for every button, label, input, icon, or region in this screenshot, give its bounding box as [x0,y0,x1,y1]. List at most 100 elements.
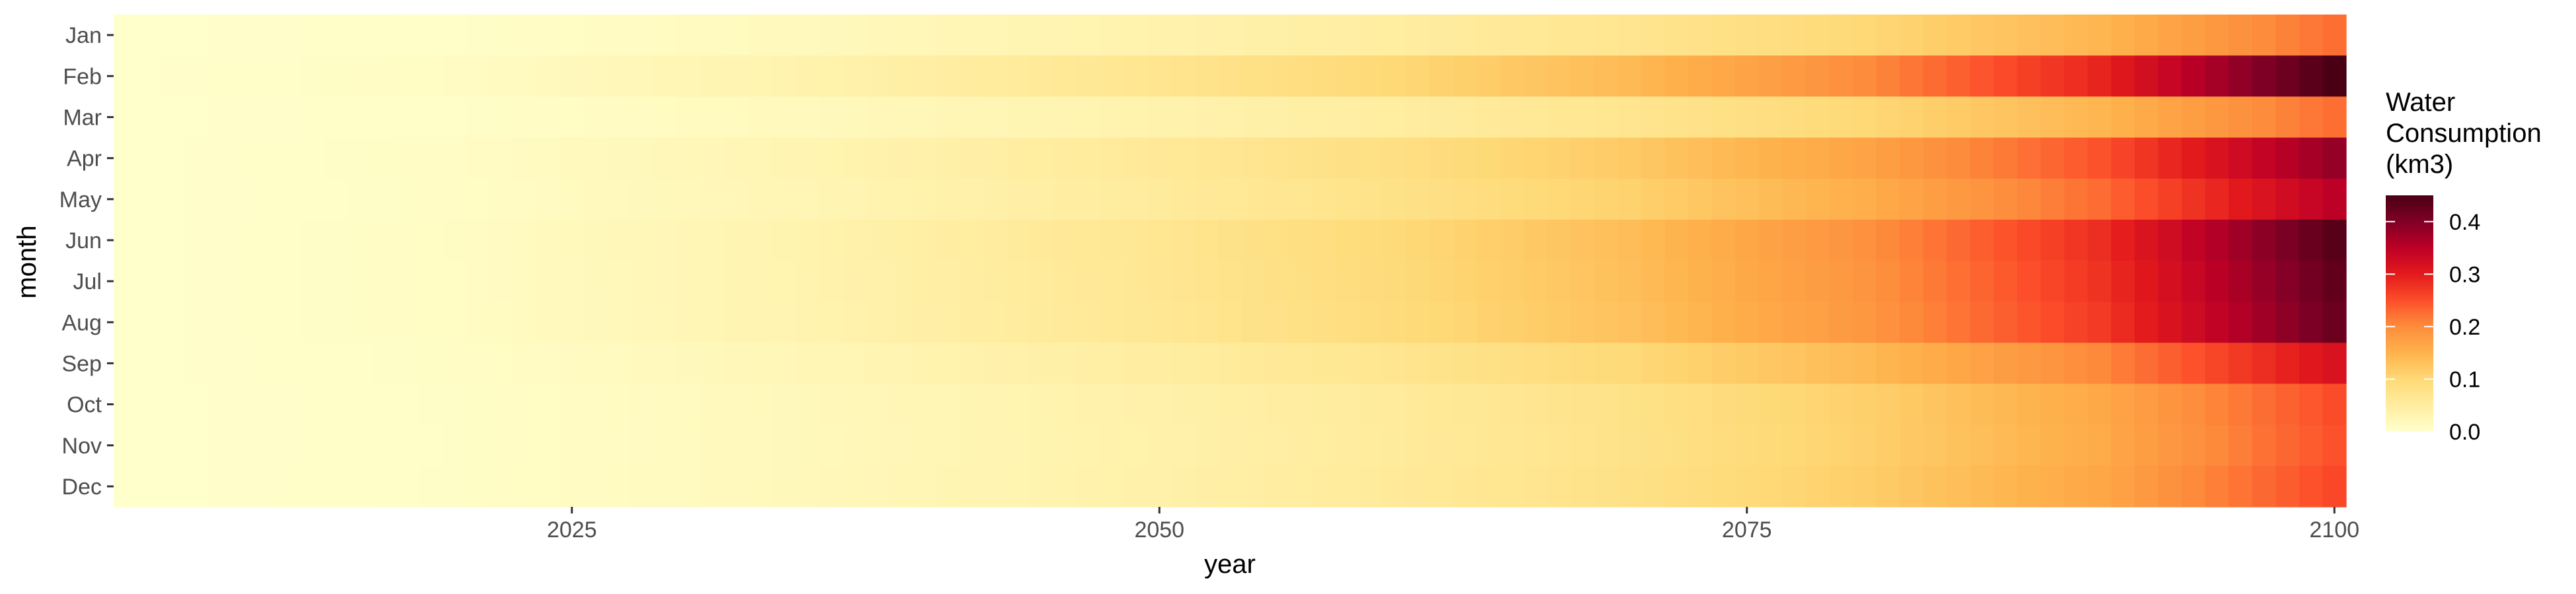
heatmap-cell [1970,96,1994,139]
heatmap-cell [983,96,1007,139]
heatmap-cell [1030,178,1054,220]
heatmap-cell [630,302,655,343]
heatmap-cell [1758,424,1783,467]
heatmap-cell [231,15,256,56]
heatmap-cell [207,383,232,426]
heatmap-cell [1359,219,1383,261]
heatmap-cell [1054,302,1078,343]
heatmap-cell [795,15,819,56]
heatmap-cell [231,343,256,385]
heatmap-cell [725,424,749,467]
heatmap-cell [1265,178,1289,220]
heatmap-cell [1241,261,1266,302]
heatmap-cell [677,343,702,385]
heatmap-cell [1664,465,1689,508]
heatmap-cell [372,465,396,508]
heatmap-cell [959,302,984,343]
heatmap-cell [1265,96,1289,139]
heatmap-cell [419,343,443,385]
heatmap-cell [301,55,326,97]
heatmap-cell [1735,424,1760,467]
heatmap-cell [2229,465,2253,508]
heatmap-cell [1476,219,1501,261]
heatmap-cell [1923,137,1947,180]
heatmap-cell [1359,137,1383,180]
heatmap-cell [1782,55,1807,97]
heatmap-cell [489,137,514,180]
heatmap-cell [1406,424,1431,467]
heatmap-cell [677,424,702,467]
heatmap-cell [2181,219,2206,261]
heatmap-cell [560,219,585,261]
heatmap-cell [1711,383,1736,426]
heatmap-cell [1500,383,1524,426]
heatmap-cell [1829,137,1853,180]
heatmap-cell [254,15,279,56]
heatmap-cell [677,261,702,302]
heatmap-cell [654,15,678,56]
heatmap-cell [677,55,702,97]
heatmap-cell [1852,15,1877,56]
heatmap-cell [1359,178,1383,220]
heatmap-cell [1030,15,1054,56]
heatmap-cell [701,178,725,220]
heatmap-cell [583,424,608,467]
heatmap-cell [2134,55,2159,97]
heatmap-cell [1923,178,1947,220]
legend-ticks: 0.0 0.1 0.2 0.3 0.4 [2386,210,2480,445]
heatmap-cell [2134,343,2159,385]
heatmap-cell [513,302,538,343]
heatmap-cell [1711,261,1736,302]
heatmap-cell [1618,137,1642,180]
heatmap-cell [2229,137,2253,180]
heatmap-cell [865,383,890,426]
heatmap-cell [1194,343,1219,385]
heatmap-cell [818,261,843,302]
heatmap-cell [254,465,279,508]
heatmap-cell [1711,55,1736,97]
heatmap-cell [2158,343,2182,385]
heatmap-cell [725,96,749,139]
heatmap-cell [278,96,303,139]
heatmap-cell [2229,302,2253,343]
heatmap-cell [2181,15,2206,56]
heatmap-cell [983,178,1007,220]
heatmap-cell [795,302,819,343]
heatmap-cell [114,302,138,343]
heatmap-cell [466,465,490,508]
heatmap-cell [841,96,867,139]
heatmap-cell [184,261,208,302]
heatmap-cell [301,137,326,180]
heatmap-cell [1664,383,1689,426]
heatmap-cell [1852,96,1877,139]
heatmap-cell [301,465,326,508]
heatmap-cell [513,424,538,467]
heatmap-cell [1147,424,1172,467]
heatmap-cell [2322,219,2347,261]
heatmap-cell [466,261,490,302]
y-tick-label-aug: Aug [62,310,102,335]
heatmap-cell [254,302,279,343]
heatmap-cell [2064,343,2089,385]
heatmap-cell [1288,465,1313,508]
legend-tick-label: 0.2 [2449,315,2480,340]
heatmap-cell [513,261,538,302]
heatmap-cell [607,261,631,302]
heatmap-cell [2111,137,2135,180]
heatmap-cell [395,15,420,56]
heatmap-cell [1382,137,1407,180]
heatmap-cell [2017,302,2042,343]
heatmap-cell [1453,383,1478,426]
heatmap-cell [2229,343,2253,385]
heatmap-cell [1523,383,1548,426]
heatmap-cell [1312,15,1336,56]
heatmap-cell [2299,343,2324,385]
heatmap-cell [513,137,538,180]
heatmap-cell [372,424,396,467]
heatmap-cell [748,15,772,56]
heatmap-cell [583,178,608,220]
heatmap-cell [1570,424,1595,467]
heatmap-cell [771,219,796,261]
heatmap-cell [1923,424,1947,467]
heatmap-cell [795,261,819,302]
